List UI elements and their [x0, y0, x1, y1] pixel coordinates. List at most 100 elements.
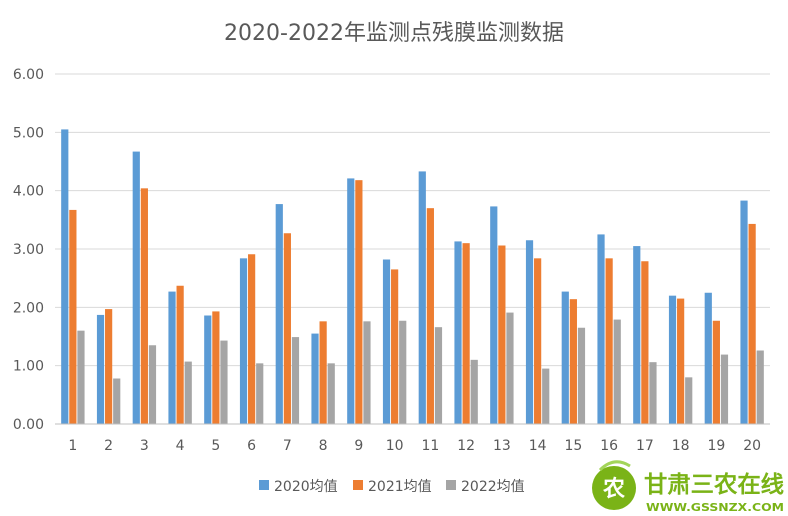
x-tick-label: 19 — [707, 438, 725, 454]
x-tick-label: 20 — [743, 438, 761, 454]
bar — [204, 315, 212, 424]
bar — [113, 378, 121, 424]
bar — [633, 246, 641, 424]
x-tick-label: 6 — [247, 438, 256, 454]
bar — [391, 269, 399, 424]
y-tick-label: 6.00 — [13, 67, 44, 83]
watermark: 农 甘肃三农在线 WWW.GSSNZX.COM — [592, 460, 784, 514]
bar — [248, 254, 256, 424]
bar — [534, 258, 542, 424]
x-tick-label: 10 — [386, 438, 404, 454]
bar — [677, 298, 685, 424]
bar — [525, 240, 534, 424]
bar — [605, 258, 613, 424]
bar — [355, 180, 363, 424]
bar — [184, 361, 192, 424]
x-tick-label: 17 — [636, 438, 654, 454]
x-tick-label: 14 — [529, 438, 547, 454]
x-tick-label: 15 — [564, 438, 582, 454]
bar — [77, 330, 85, 424]
bar — [418, 171, 426, 424]
x-tick-label: 12 — [457, 438, 475, 454]
x-tick-label: 3 — [140, 438, 149, 454]
bar — [597, 234, 605, 424]
bar — [399, 320, 407, 424]
y-tick-label: 3.00 — [13, 242, 44, 258]
bar — [462, 243, 470, 424]
x-tick-label: 8 — [319, 438, 328, 454]
bar — [434, 327, 443, 424]
bar — [561, 291, 569, 424]
bar — [704, 292, 712, 424]
bar — [220, 340, 228, 424]
x-tick-label: 18 — [672, 438, 690, 454]
bar — [426, 208, 434, 424]
bar — [291, 337, 300, 424]
bar — [239, 258, 248, 424]
bar — [96, 314, 105, 424]
bar — [283, 233, 291, 424]
bar — [641, 261, 649, 424]
watermark-logo-char: 农 — [602, 476, 625, 502]
y-tick-label: 1.00 — [13, 359, 44, 375]
bar — [542, 368, 550, 424]
watermark-logo-icon — [592, 466, 636, 510]
bar — [577, 327, 586, 424]
x-tick-label: 2 — [104, 438, 113, 454]
chart-title: 2020-2022年监测点残膜监测数据 — [224, 21, 564, 46]
x-tick-label: 4 — [176, 438, 185, 454]
bar — [69, 209, 77, 424]
x-tick-label: 11 — [421, 438, 439, 454]
legend-label: 2020均值 — [274, 479, 338, 495]
bar — [140, 188, 148, 424]
y-tick-label: 0.00 — [13, 417, 44, 433]
legend-swatch — [446, 480, 456, 490]
bar — [613, 319, 621, 424]
bar — [347, 178, 355, 424]
bar — [168, 291, 176, 424]
bar — [212, 311, 220, 424]
bar — [327, 363, 335, 424]
y-tick-label: 2.00 — [13, 300, 44, 316]
watermark-brand-text: 甘肃三农在线 — [644, 471, 784, 498]
x-tick-label: 16 — [600, 438, 618, 454]
bar — [748, 223, 756, 424]
x-tick-label: 5 — [211, 438, 220, 454]
x-tick-label: 9 — [354, 438, 363, 454]
bar — [569, 299, 577, 424]
y-tick-label: 5.00 — [13, 125, 44, 141]
bar — [740, 200, 748, 424]
bar — [256, 363, 264, 424]
y-tick-label: 4.00 — [13, 184, 44, 200]
bar — [720, 354, 729, 424]
watermark-url-text: WWW.GSSNZX.COM — [646, 501, 784, 514]
gridlines — [55, 73, 770, 367]
x-tick-label: 1 — [68, 438, 77, 454]
bar — [132, 151, 140, 425]
legend: 2020均值 2021均值 2022均值 — [259, 479, 525, 495]
bar — [311, 333, 319, 424]
bar — [712, 320, 720, 424]
bar — [176, 285, 184, 424]
bar — [506, 312, 514, 424]
x-axis-ticks: 1 2 3 4 5 6 7 8 9 10 11 12 13 14 15 16 17 18 19 20 — [68, 438, 761, 454]
bar — [685, 377, 693, 424]
bar — [382, 259, 391, 424]
x-tick-label: 13 — [493, 438, 511, 454]
bar — [319, 321, 327, 424]
bar — [649, 362, 657, 424]
bar — [105, 309, 113, 424]
legend-swatch — [259, 480, 269, 490]
bar — [148, 345, 157, 424]
bar — [275, 204, 283, 424]
x-tick-label: 7 — [283, 438, 292, 454]
legend-label: 2021均值 — [368, 479, 432, 495]
bar — [363, 321, 371, 424]
bar — [668, 295, 677, 424]
y-axis-ticks: 0.00 1.00 2.00 3.00 4.00 5.00 6.00 — [13, 67, 44, 433]
bars — [61, 129, 764, 425]
bar — [470, 359, 478, 424]
bar — [490, 206, 498, 424]
legend-label: 2022均值 — [461, 479, 525, 495]
